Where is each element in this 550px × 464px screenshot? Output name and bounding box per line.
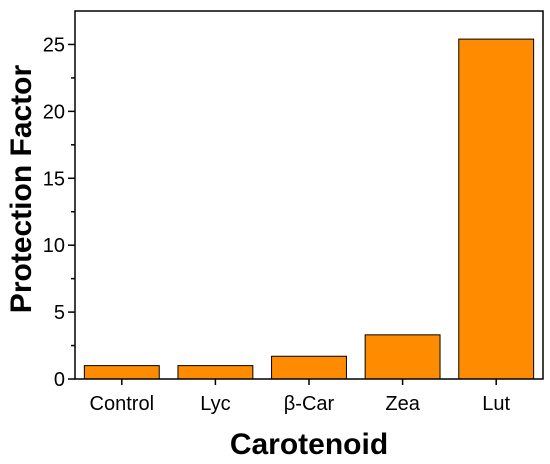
x-tick-label: Zea	[385, 393, 420, 415]
x-tick-label: Control	[90, 393, 154, 415]
plot-frame	[74, 10, 544, 380]
bar-1	[177, 365, 254, 380]
y-tick-label: 10	[43, 235, 65, 257]
bar-4	[458, 38, 535, 380]
x-tick-label: β-Car	[284, 393, 335, 415]
y-tick-label: 25	[43, 34, 65, 56]
x-axis-ticks: Control Lyc β-Car Zea Lut	[90, 379, 511, 415]
x-tick-label: Lut	[482, 393, 510, 415]
bar-2	[271, 355, 347, 380]
y-tick-label: 0	[54, 369, 65, 391]
bar-0	[83, 365, 160, 380]
y-tick-label: 20	[43, 101, 65, 123]
x-tick-label: Lyc	[200, 393, 230, 415]
bars-group	[83, 38, 535, 380]
y-axis-ticks: 0 5 10 15 20 25	[43, 34, 75, 391]
y-tick-label: 15	[43, 168, 65, 190]
y-axis-title: Protection Factor	[5, 64, 38, 313]
y-tick-label: 5	[54, 302, 65, 324]
x-axis-title: Carotenoid	[230, 428, 388, 461]
bar-3	[364, 334, 441, 380]
